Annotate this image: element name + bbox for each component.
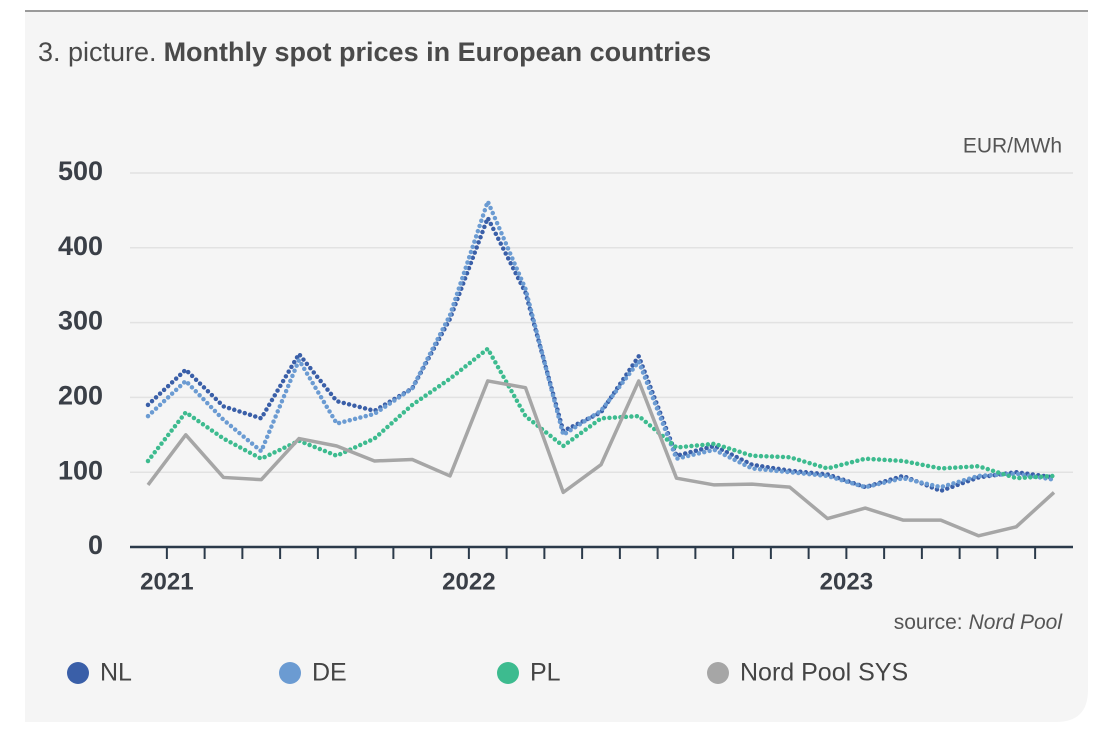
legend-label: PL [530, 659, 561, 687]
legend-label: DE [312, 659, 347, 687]
y-tick-label: 200 [58, 381, 103, 411]
y-tick-label: 400 [58, 231, 103, 261]
panel [25, 10, 1088, 722]
source-label: source: [894, 611, 963, 634]
chart-title: 3. picture. Monthly spot prices in Europe… [38, 37, 711, 67]
legend-marker [707, 662, 729, 684]
y-tick-label: 100 [58, 455, 103, 485]
legend-label: Nord Pool SYS [740, 659, 908, 687]
title-prefix: 3. picture. [38, 37, 157, 67]
source-note: source: Nord Pool [894, 611, 1064, 634]
legend-marker [497, 662, 519, 684]
series-line [146, 379, 1056, 538]
y-tick-label: 300 [58, 306, 103, 336]
series-line [145, 215, 1057, 494]
unit-label: EUR/MWh [963, 135, 1062, 158]
x-tick-label: 2022 [442, 568, 495, 595]
x-tick-label: 2021 [140, 568, 193, 595]
y-tick-label: 0 [88, 530, 103, 560]
source-name: Nord Pool [969, 611, 1064, 634]
x-tick-label: 2023 [820, 568, 873, 595]
title-text: Monthly spot prices in European countrie… [164, 37, 712, 67]
legend-marker [279, 662, 301, 684]
y-tick-label: 500 [58, 156, 103, 186]
legend-label: NL [100, 659, 132, 687]
series-line [145, 199, 1057, 490]
legend-marker [67, 662, 89, 684]
